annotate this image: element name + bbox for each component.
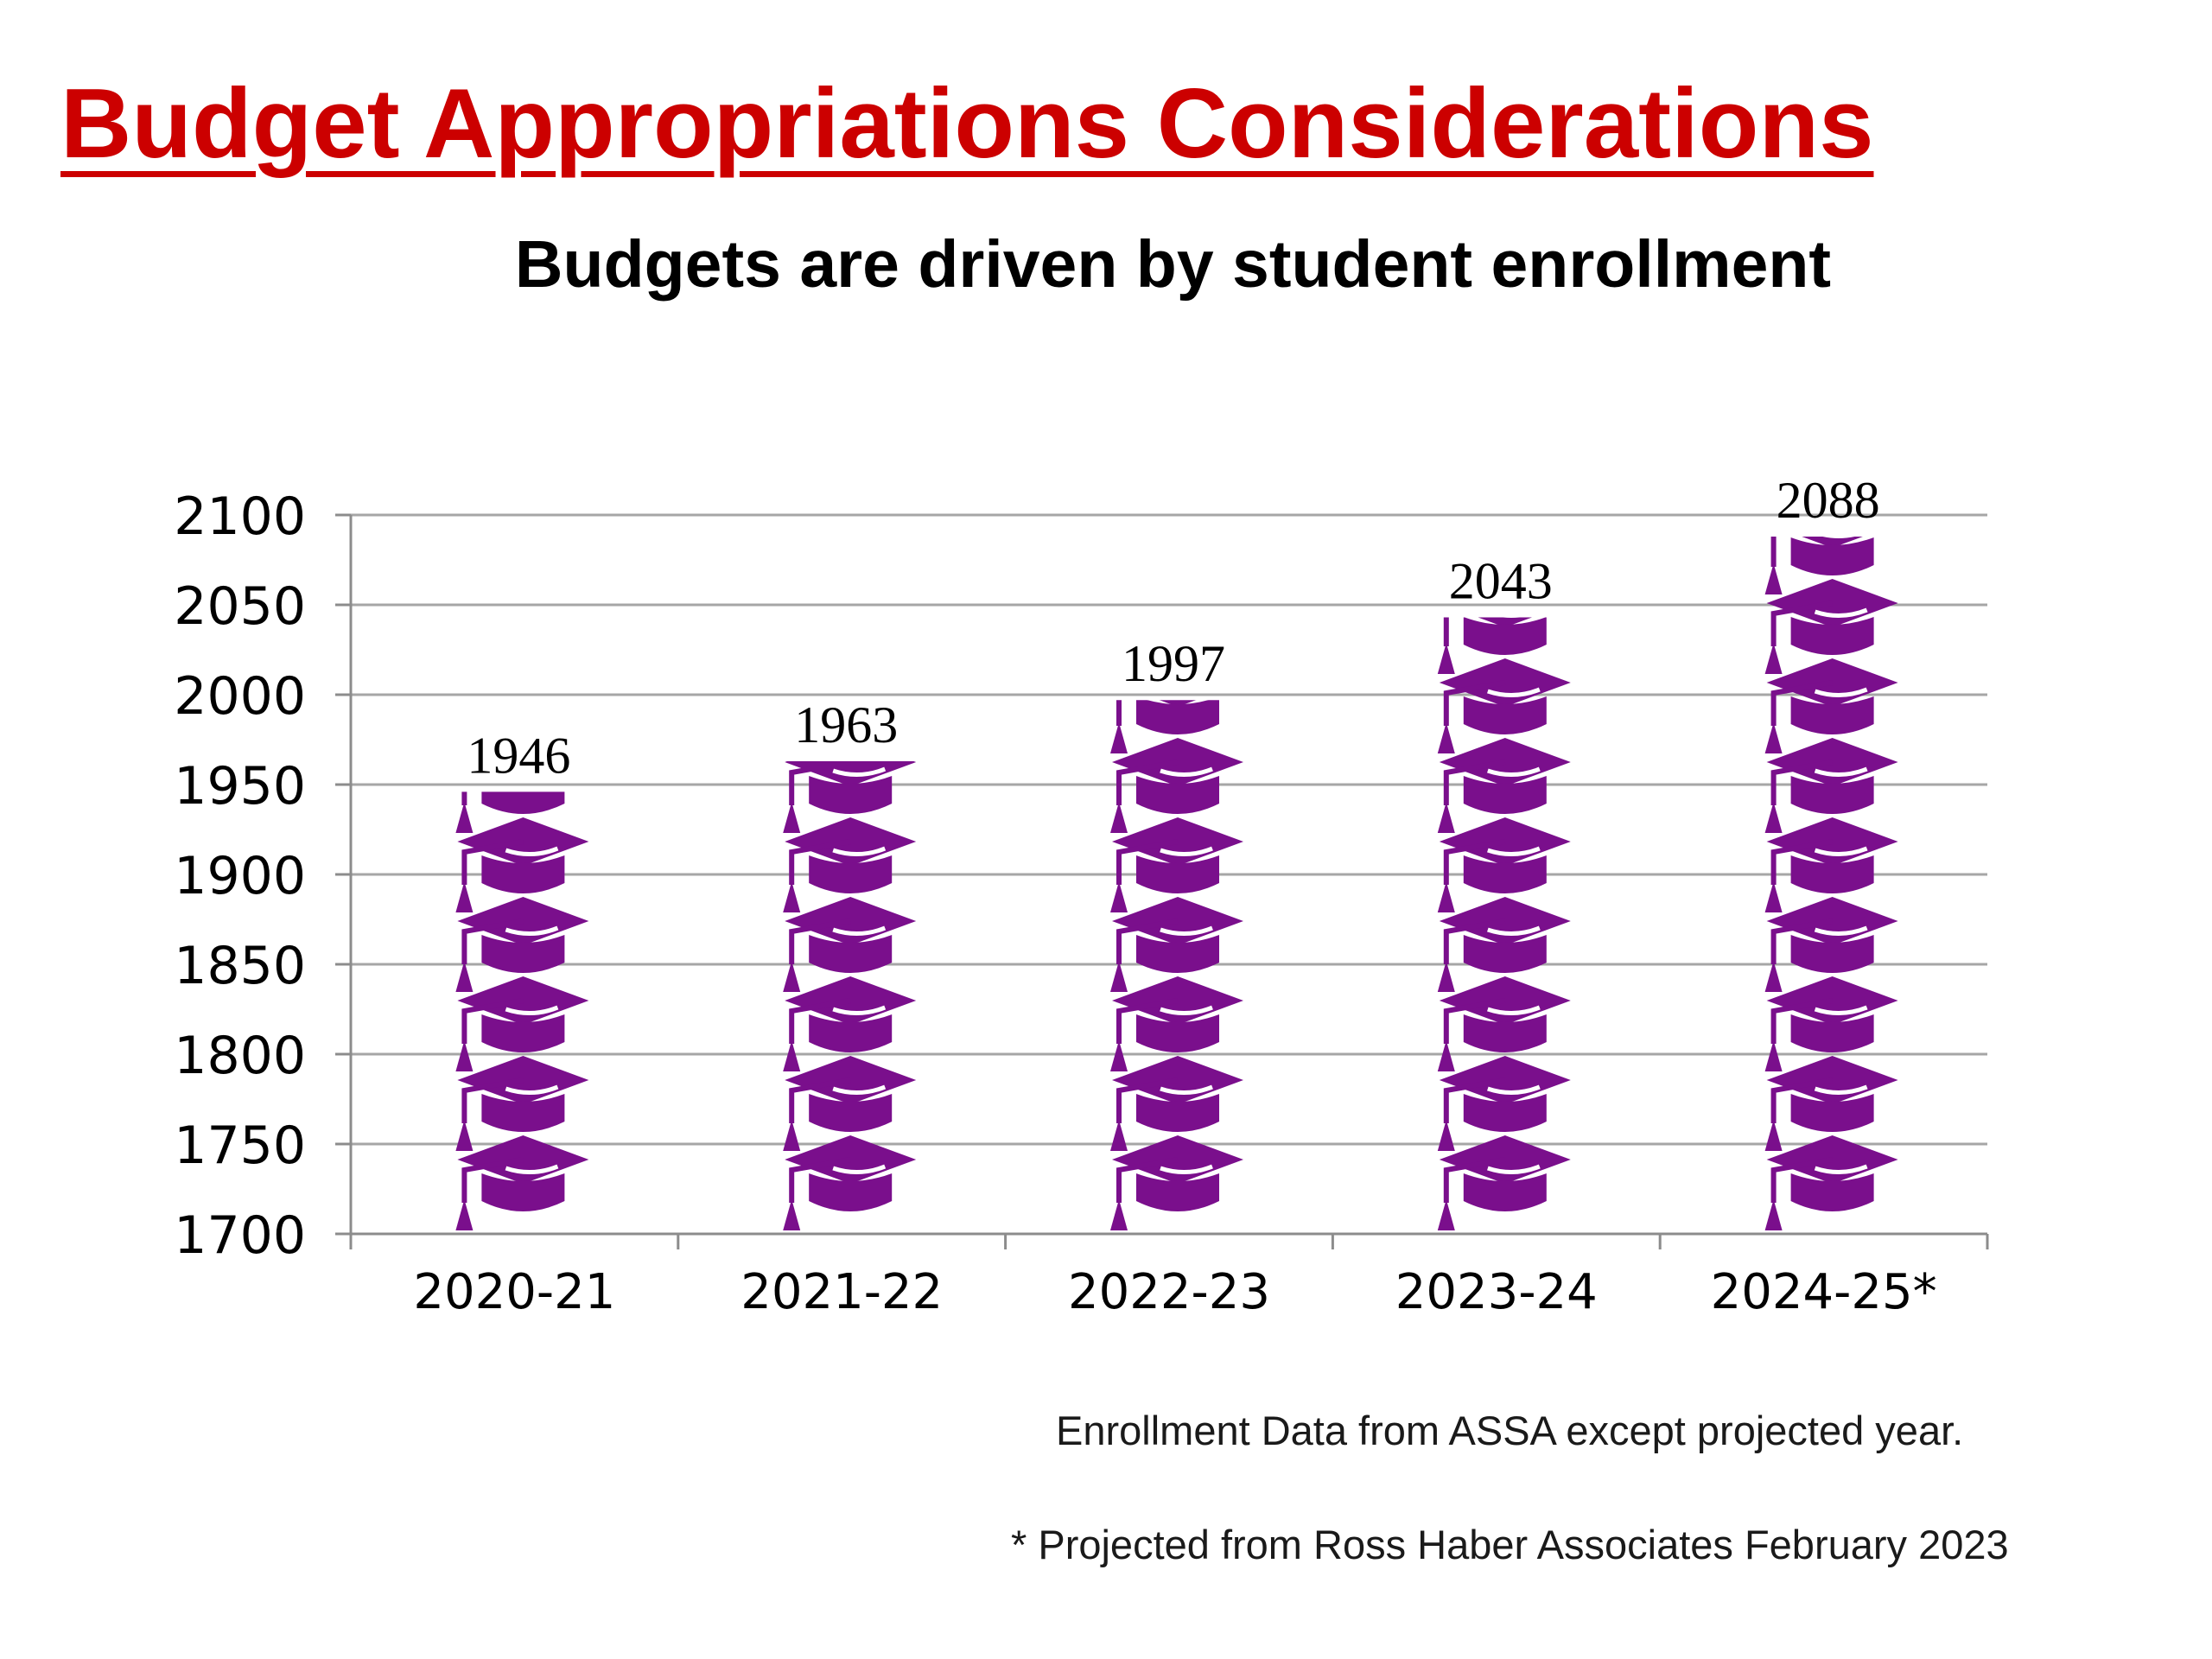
graduation-cap-stack bbox=[783, 738, 916, 1230]
bars bbox=[455, 499, 1897, 1230]
axes bbox=[335, 513, 1989, 1249]
y-tick-label: 2050 bbox=[174, 576, 306, 637]
slide-title: Budget Appropriations Considerations bbox=[60, 69, 1874, 179]
y-tick-label: 1900 bbox=[174, 846, 306, 906]
y-tick-label: 1850 bbox=[174, 936, 306, 996]
x-tick-label: 2022-23 bbox=[1068, 1264, 1270, 1320]
bar-2020-21 bbox=[455, 738, 588, 1230]
y-tick-label: 2000 bbox=[174, 666, 306, 727]
y-tick-label: 2100 bbox=[174, 486, 306, 547]
projection-note: * Projected from Ross Haber Associates F… bbox=[1011, 1522, 2009, 1567]
y-tick-label: 1800 bbox=[174, 1026, 306, 1086]
y-tick-label: 1750 bbox=[174, 1116, 306, 1176]
bar-2024-25- bbox=[1765, 499, 1898, 1230]
data-label: 1997 bbox=[1122, 635, 1225, 692]
data-label: 2043 bbox=[1449, 553, 1553, 610]
x-tick-label: 2024-25* bbox=[1711, 1264, 1937, 1320]
y-tick-label: 1700 bbox=[174, 1205, 306, 1266]
data-label: 1963 bbox=[794, 696, 898, 753]
x-tick-label: 2020-21 bbox=[413, 1264, 615, 1320]
bar-2021-22 bbox=[783, 738, 916, 1230]
graduation-cap-stack bbox=[1765, 499, 1898, 1230]
graduation-cap-icon bbox=[1438, 1135, 1571, 1230]
source-note: Enrollment Data from ASSA except project… bbox=[1056, 1408, 1964, 1453]
graduation-cap-stack bbox=[1438, 579, 1571, 1230]
graduation-cap-icon bbox=[783, 1135, 916, 1230]
x-tick-label: 2023-24 bbox=[1395, 1264, 1598, 1320]
x-tick-label: 2021-22 bbox=[741, 1264, 943, 1320]
data-label: 2088 bbox=[1777, 472, 1880, 529]
data-label: 1946 bbox=[467, 727, 570, 784]
graduation-cap-icon bbox=[455, 1135, 588, 1230]
graduation-cap-stack bbox=[455, 738, 588, 1230]
y-tick-label: 1950 bbox=[174, 756, 306, 817]
bar-2023-24 bbox=[1438, 579, 1571, 1230]
graduation-cap-icon bbox=[1765, 1135, 1898, 1230]
labels: 1700 1750 1800 1850 1900 1950 2000 2050 2100 1946… bbox=[174, 472, 1936, 1320]
graduation-cap-icon bbox=[1110, 1135, 1243, 1230]
chart-title: Budgets are driven by student enrollment bbox=[514, 227, 1832, 302]
